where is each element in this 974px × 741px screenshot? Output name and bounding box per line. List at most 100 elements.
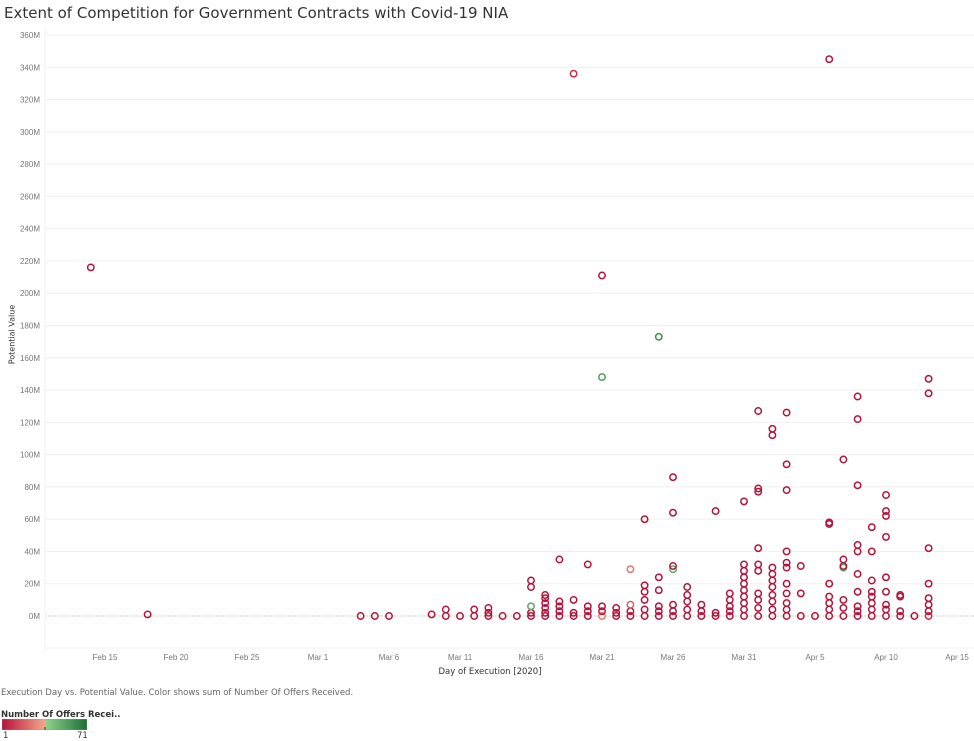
data-point[interactable] bbox=[782, 486, 791, 495]
data-point[interactable] bbox=[725, 612, 734, 620]
data-point[interactable] bbox=[555, 597, 564, 606]
data-point[interactable] bbox=[754, 589, 763, 598]
data-point[interactable] bbox=[796, 562, 805, 570]
data-point[interactable] bbox=[484, 612, 493, 620]
data-point[interactable] bbox=[669, 508, 677, 517]
data-point[interactable] bbox=[370, 612, 379, 620]
data-point[interactable] bbox=[541, 599, 550, 608]
data-point[interactable] bbox=[654, 607, 663, 616]
data-point[interactable] bbox=[882, 605, 890, 614]
data-point[interactable] bbox=[782, 547, 791, 556]
data-point[interactable] bbox=[740, 599, 748, 608]
data-point[interactable] bbox=[782, 605, 791, 614]
data-point[interactable] bbox=[711, 612, 720, 620]
data-point[interactable] bbox=[640, 515, 649, 524]
data-point[interactable] bbox=[541, 594, 550, 603]
data-point[interactable] bbox=[796, 612, 805, 620]
data-point[interactable] bbox=[867, 587, 876, 596]
data-point[interactable] bbox=[555, 602, 564, 611]
data-point[interactable] bbox=[782, 589, 791, 598]
data-point[interactable] bbox=[768, 605, 777, 614]
data-point[interactable] bbox=[754, 603, 763, 612]
data-point[interactable] bbox=[754, 484, 763, 493]
data-point[interactable] bbox=[470, 605, 479, 614]
data-point[interactable] bbox=[626, 600, 635, 609]
data-point[interactable] bbox=[569, 69, 578, 78]
data-point[interactable] bbox=[583, 560, 592, 569]
data-point[interactable] bbox=[768, 576, 777, 585]
data-point[interactable] bbox=[853, 607, 862, 616]
data-point[interactable] bbox=[598, 602, 606, 611]
data-point[interactable] bbox=[782, 460, 791, 469]
data-point[interactable] bbox=[867, 576, 876, 585]
data-point[interactable] bbox=[811, 612, 819, 620]
data-point[interactable] bbox=[583, 607, 592, 616]
data-point[interactable] bbox=[654, 612, 663, 620]
data-point[interactable] bbox=[882, 573, 890, 582]
data-point[interactable] bbox=[541, 608, 550, 617]
data-point[interactable] bbox=[839, 603, 848, 612]
legend-title[interactable]: Number Of Offers Recei.. bbox=[1, 710, 121, 720]
data-point[interactable] bbox=[853, 612, 862, 620]
data-point[interactable] bbox=[768, 583, 777, 591]
data-point[interactable] bbox=[853, 481, 862, 490]
data-point[interactable] bbox=[569, 612, 578, 620]
data-point[interactable] bbox=[711, 507, 720, 516]
data-point[interactable] bbox=[143, 610, 152, 619]
data-point[interactable] bbox=[924, 389, 933, 398]
data-point[interactable] bbox=[782, 408, 791, 417]
data-point[interactable] bbox=[683, 591, 692, 599]
data-point[interactable] bbox=[640, 581, 649, 590]
data-point[interactable] bbox=[768, 424, 777, 433]
data-point[interactable] bbox=[725, 607, 734, 616]
data-point[interactable] bbox=[612, 608, 621, 617]
data-point[interactable] bbox=[669, 612, 677, 620]
data-point[interactable] bbox=[527, 576, 535, 585]
data-point[interactable] bbox=[768, 570, 777, 578]
data-point[interactable] bbox=[385, 612, 393, 620]
data-point[interactable] bbox=[640, 595, 649, 604]
data-point[interactable] bbox=[754, 407, 763, 415]
data-point[interactable] bbox=[527, 583, 535, 591]
data-point[interactable] bbox=[484, 603, 493, 612]
data-point[interactable] bbox=[768, 563, 777, 572]
data-point[interactable] bbox=[569, 608, 578, 617]
data-point[interactable] bbox=[555, 612, 564, 620]
data-point[interactable] bbox=[782, 558, 791, 567]
data-point[interactable] bbox=[598, 612, 606, 620]
data-point[interactable] bbox=[725, 595, 734, 604]
data-point[interactable] bbox=[555, 555, 564, 564]
data-point[interactable] bbox=[839, 555, 848, 564]
data-point[interactable] bbox=[754, 544, 763, 553]
data-point[interactable] bbox=[924, 374, 933, 383]
data-point[interactable] bbox=[356, 612, 365, 620]
data-point[interactable] bbox=[782, 563, 791, 572]
data-point[interactable] bbox=[555, 607, 564, 616]
data-point[interactable] bbox=[853, 570, 862, 578]
data-point[interactable] bbox=[456, 612, 464, 620]
data-point[interactable] bbox=[669, 565, 677, 574]
data-point[interactable] bbox=[754, 566, 763, 575]
data-point[interactable] bbox=[754, 487, 763, 496]
data-point[interactable] bbox=[598, 607, 606, 616]
data-point[interactable] bbox=[612, 603, 621, 612]
data-point[interactable] bbox=[924, 612, 933, 620]
data-point[interactable] bbox=[669, 600, 677, 609]
data-point[interactable] bbox=[768, 431, 777, 440]
data-point[interactable] bbox=[825, 592, 834, 601]
data-point[interactable] bbox=[867, 523, 876, 532]
data-point[interactable] bbox=[441, 605, 450, 614]
data-point[interactable] bbox=[825, 579, 834, 588]
data-point[interactable] bbox=[839, 595, 848, 604]
data-point[interactable] bbox=[796, 589, 805, 598]
data-point[interactable] bbox=[754, 612, 763, 620]
data-point[interactable] bbox=[427, 610, 436, 619]
data-point[interactable] bbox=[669, 473, 677, 482]
data-point[interactable] bbox=[569, 595, 578, 604]
data-point[interactable] bbox=[626, 612, 635, 620]
data-point[interactable] bbox=[825, 599, 834, 608]
data-point[interactable] bbox=[867, 605, 876, 614]
data-point[interactable] bbox=[740, 592, 748, 601]
data-point[interactable] bbox=[725, 589, 734, 598]
data-point[interactable] bbox=[484, 608, 493, 617]
